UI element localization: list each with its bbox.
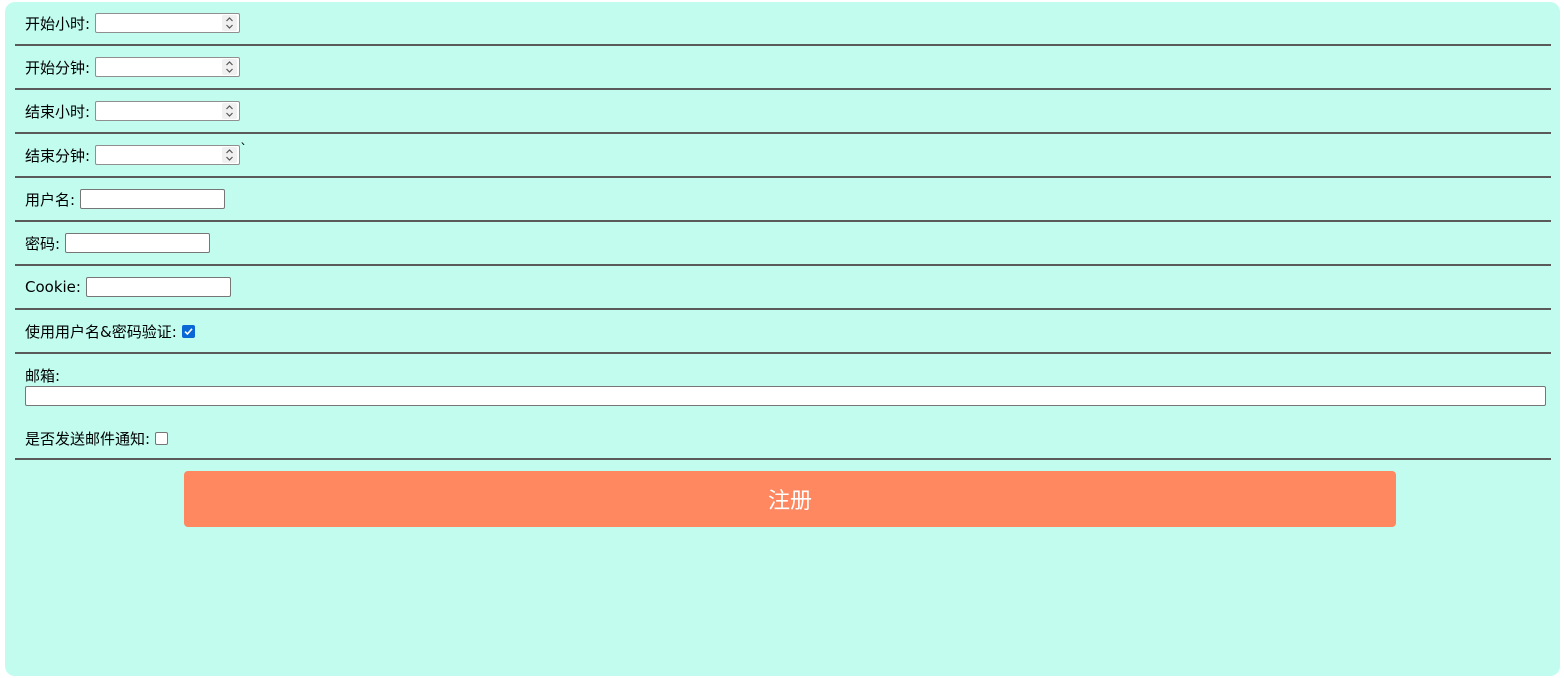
username-input[interactable] — [80, 189, 226, 209]
password-row: 密码: — [15, 222, 1551, 266]
cookie-row: Cookie: — [15, 266, 1551, 310]
start-minute-input[interactable] — [95, 57, 241, 77]
spinner-icon[interactable] — [222, 147, 238, 163]
form-panel: 开始小时: 开始分钟: 结束小时: 结束分钟: ` — [5, 2, 1560, 676]
use-credentials-label: 使用用户名&密码验证: — [25, 322, 177, 341]
spinner-icon[interactable] — [222, 15, 238, 31]
start-hour-input[interactable] — [95, 13, 241, 33]
username-row: 用户名: — [15, 178, 1551, 222]
cookie-input[interactable] — [85, 277, 231, 297]
end-minute-suffix: ` — [240, 142, 248, 158]
email-section: 邮箱: 是否发送邮件通知: — [15, 354, 1551, 460]
checkmark-icon — [184, 327, 193, 335]
spinner-icon[interactable] — [222, 59, 238, 75]
end-minute-row: 结束分钟: ` — [15, 134, 1551, 178]
use-credentials-checkbox[interactable] — [181, 324, 195, 338]
start-hour-row: 开始小时: — [15, 2, 1551, 46]
start-minute-label: 开始分钟: — [25, 58, 91, 77]
spinner-icon[interactable] — [222, 103, 238, 119]
end-hour-label: 结束小时: — [25, 102, 91, 121]
send-email-row: 是否发送邮件通知: — [25, 428, 1551, 449]
end-hour-row: 结束小时: — [15, 90, 1551, 134]
send-email-checkbox[interactable] — [155, 432, 169, 445]
end-minute-label: 结束分钟: — [25, 146, 91, 165]
email-label: 邮箱: — [25, 367, 61, 385]
start-hour-label: 开始小时: — [25, 14, 91, 33]
password-input[interactable] — [65, 233, 211, 253]
submit-area: 注册 — [15, 460, 1551, 527]
end-hour-input[interactable] — [95, 101, 241, 121]
username-label: 用户名: — [25, 190, 76, 209]
start-minute-row: 开始分钟: — [15, 46, 1551, 90]
send-email-label: 是否发送邮件通知: — [25, 430, 151, 448]
email-input[interactable] — [25, 386, 1546, 406]
cookie-label: Cookie: — [25, 278, 81, 296]
register-button[interactable]: 注册 — [184, 471, 1396, 527]
use-credentials-row: 使用用户名&密码验证: — [15, 310, 1551, 354]
password-label: 密码: — [25, 234, 61, 253]
end-minute-input[interactable] — [95, 145, 241, 165]
